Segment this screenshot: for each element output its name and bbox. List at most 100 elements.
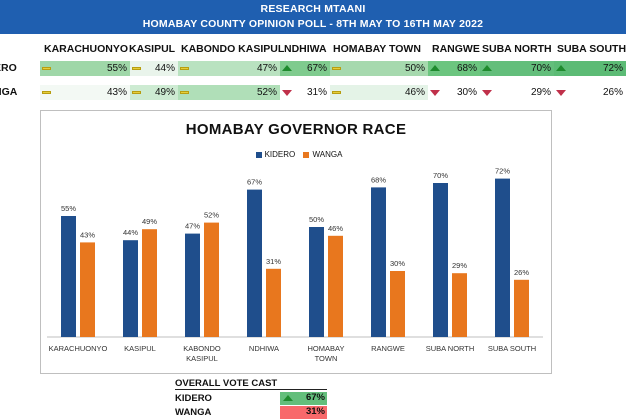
cell-value: 67% <box>306 63 327 74</box>
cell-value: 43% <box>106 87 127 98</box>
row-label-wanga: NGA <box>0 86 18 98</box>
data-label: 26% <box>514 268 529 277</box>
bar-wanga-kasipul <box>142 229 157 337</box>
bar-kidero-karachuonyo <box>61 216 76 337</box>
cell-kidero-karachuonyo: 55% <box>40 61 130 76</box>
header-karachuonyo: KARACHUONYO <box>44 43 128 55</box>
neutral-dash-icon <box>132 91 141 94</box>
cell-value: 50% <box>404 63 425 74</box>
data-label: 68% <box>371 175 386 184</box>
bar-wanga-rangwe <box>390 271 405 337</box>
x-tick-label: RANGWE <box>371 344 405 353</box>
banner-source: RESEARCH MTAANI <box>260 3 366 15</box>
cell-value: 72% <box>602 63 623 74</box>
cell-wanga-ndhiwa: 31% <box>280 85 330 100</box>
summary-value-kidero: 67% <box>280 392 327 405</box>
cell-wanga-kasipul: 49% <box>130 85 178 100</box>
bar-kidero-kasipul <box>123 240 138 337</box>
x-tick-label: KABONDO <box>183 344 221 353</box>
bar-wanga-homabay-town <box>328 235 343 337</box>
header-suba-south: SUBA SOUTH <box>557 43 626 55</box>
neutral-dash-icon <box>42 67 51 70</box>
chart-plot: 55% 43% KARACHUONYO 44% 49% KASIPUL 47% 52% KABO… <box>47 167 543 363</box>
summary-value-text: 67% <box>305 392 325 403</box>
legend-swatch-kidero <box>255 151 262 158</box>
chart-title: HOMABAY GOVERNOR RACE <box>185 121 407 138</box>
legend-label-kidero: KIDERO <box>264 150 296 159</box>
bar-kidero-rangwe <box>371 187 386 337</box>
cell-value: 44% <box>154 63 175 74</box>
bar-wanga-suba-north <box>452 273 467 337</box>
cell-value: 31% <box>306 87 327 98</box>
cell-value: 52% <box>256 87 277 98</box>
x-tick-label: TOWN <box>315 354 338 363</box>
header-homabay-town: HOMABAY TOWN <box>333 43 421 55</box>
legend-label-wanga: WANGA <box>312 150 343 159</box>
x-tick-label: SUBA NORTH <box>426 344 475 353</box>
data-label: 47% <box>185 222 200 231</box>
data-label: 46% <box>328 224 343 233</box>
up-arrow-icon <box>282 65 292 71</box>
down-arrow-icon <box>282 90 292 96</box>
up-arrow-icon <box>430 65 440 71</box>
cell-kidero-rangwe: 68% <box>428 61 480 76</box>
cell-value: 30% <box>456 87 477 98</box>
cell-kidero-kasipul: 44% <box>130 61 178 76</box>
cell-value: 49% <box>154 87 175 98</box>
summary-value-wanga: 31% <box>280 406 327 419</box>
cell-wanga-kabondo-kasipul: 52% <box>178 85 280 100</box>
cell-kidero-kabondo-kasipul: 47% <box>178 61 280 76</box>
data-label: 43% <box>80 230 95 239</box>
down-arrow-icon <box>482 90 492 96</box>
data-label: 29% <box>452 261 467 270</box>
x-tick-label: KASIPUL <box>124 344 156 353</box>
bar-wanga-karachuonyo <box>80 242 95 337</box>
cell-wanga-karachuonyo: 43% <box>40 85 130 100</box>
cell-wanga-rangwe: 30% <box>428 85 480 100</box>
chart-legend: KIDERO WANGA <box>41 150 551 159</box>
neutral-dash-icon <box>332 67 341 70</box>
data-label: 52% <box>204 211 219 220</box>
bar-kidero-suba-south <box>495 178 510 337</box>
row-label-kidero: ERO <box>0 62 17 74</box>
up-arrow-icon <box>283 395 293 401</box>
cell-wanga-homabay-town: 46% <box>330 85 428 100</box>
summary-label-wanga: WANGA <box>175 407 212 418</box>
x-tick-label: KASIPUL <box>186 354 218 363</box>
data-label: 50% <box>309 215 324 224</box>
cell-value: 55% <box>106 63 127 74</box>
x-tick-label: SUBA SOUTH <box>488 344 536 353</box>
neutral-dash-icon <box>332 91 341 94</box>
cell-value: 70% <box>530 63 551 74</box>
bar-wanga-suba-south <box>514 279 529 337</box>
report-banner: RESEARCH MTAANI HOMABAY COUNTY OPINION P… <box>0 0 626 34</box>
bar-wanga-ndhiwa <box>266 268 281 337</box>
cell-value: 26% <box>602 87 623 98</box>
cell-kidero-suba-north: 70% <box>480 61 554 76</box>
cell-value: 46% <box>404 87 425 98</box>
bar-wanga-kabondo-kasipul <box>204 222 219 337</box>
down-arrow-icon <box>556 90 566 96</box>
banner-poll-title: HOMABAY COUNTY OPINION POLL - 8TH MAY TO… <box>142 18 484 30</box>
cell-kidero-ndhiwa: 67% <box>280 61 330 76</box>
bar-kidero-suba-north <box>433 183 448 337</box>
summary-value-text: 31% <box>305 406 325 417</box>
header-rangwe: RANGWE <box>432 43 480 55</box>
data-label: 30% <box>390 259 405 268</box>
cell-wanga-suba-north: 29% <box>480 85 554 100</box>
cell-kidero-suba-south: 72% <box>554 61 626 76</box>
neutral-dash-icon <box>180 91 189 94</box>
up-arrow-icon <box>482 65 492 71</box>
cell-wanga-suba-south: 26% <box>554 85 626 100</box>
data-label: 72% <box>495 167 510 176</box>
data-label: 44% <box>123 228 138 237</box>
bar-kidero-homabay-town <box>309 227 324 337</box>
header-kasipul: KASIPUL <box>129 43 176 55</box>
header-suba-north: SUBA NORTH <box>482 43 552 55</box>
summary-label-kidero: KIDERO <box>175 393 212 404</box>
data-label: 67% <box>247 178 262 187</box>
cell-value: 47% <box>256 63 277 74</box>
x-tick-label: HOMABAY <box>308 344 345 353</box>
data-label: 70% <box>433 171 448 180</box>
up-arrow-icon <box>556 65 566 71</box>
